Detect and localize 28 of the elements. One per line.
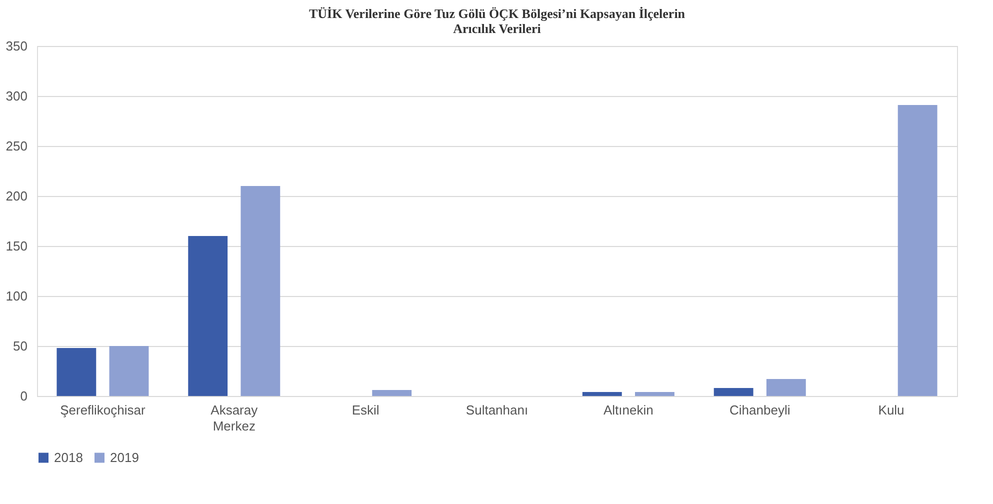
bar [766, 379, 806, 396]
y-tick-label: 150 [6, 238, 28, 254]
bar [714, 388, 754, 396]
y-tick-label: 50 [13, 338, 28, 354]
x-tick-label: Sultanhanı [466, 402, 528, 418]
y-tick-label: 200 [6, 188, 28, 204]
legend-label: 2019 [110, 450, 139, 465]
y-tick-label: 250 [6, 138, 28, 154]
bar [109, 346, 149, 396]
x-tick-label: Aksaray Merkez [210, 402, 258, 434]
x-tick-label: Şereflikoçhisar [60, 402, 146, 418]
legend-label: 2018 [54, 450, 83, 465]
x-tick-label: Altınekin [603, 402, 654, 418]
y-tick-label: 0 [20, 388, 28, 404]
x-tick-label: Eskil [352, 402, 380, 418]
bar [56, 348, 96, 396]
bar [582, 392, 622, 396]
bar [635, 392, 674, 396]
bar [240, 186, 280, 396]
bar [372, 390, 412, 396]
bar [188, 236, 228, 396]
chart-title: TÜİK Verilerine Göre Tuz Gölü ÖÇK Bölgesi’ni Kapsayan İlçelerin Arıcılık Verileri [308, 6, 686, 36]
x-tick-label: Kulu [878, 402, 904, 418]
y-tick-label: 300 [6, 88, 28, 104]
y-tick-label: 350 [6, 38, 28, 54]
x-tick-label: Cihanbeyli [730, 402, 790, 418]
y-tick-label: 100 [6, 288, 28, 304]
bar [898, 105, 938, 396]
